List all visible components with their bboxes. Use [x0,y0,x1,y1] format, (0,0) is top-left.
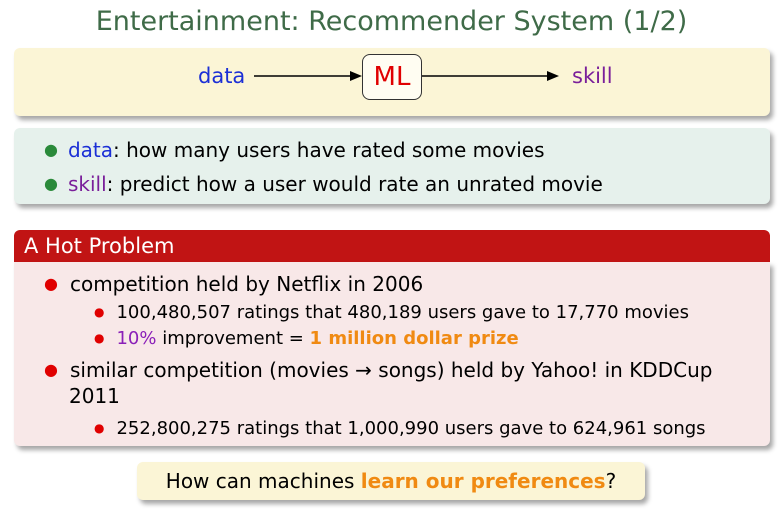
bullet-icon: ● [44,140,58,159]
hot-item-yahoo-year: 2011 [69,384,120,408]
hot-item-netflix: ● competition held by Netflix in 2006 [44,272,423,296]
hot-subitem-text: 252,800,275 ratings that 1,000,990 users… [116,418,706,439]
ml-box: ML [362,54,422,100]
flow-diagram: data ML skill [14,48,770,116]
definition-item-skill: ● skill: predict how a user would rate an… [44,172,603,196]
hot-subitem-netflix-prize: ● 10% improvement = 1 million dollar priz… [94,328,519,349]
definition-text: : how many users have rated some movies [113,138,545,162]
flow-output-label: skill [572,64,613,88]
arrowhead-2 [547,71,559,81]
definition-term: skill [67,172,107,196]
question-highlight: learn our preferences [360,469,606,493]
bullet-icon: ● [44,360,58,379]
hot-subitem-yahoo-ratings: ● 252,800,275 ratings that 1,000,990 user… [94,418,706,439]
definitions-box: ● data: how many users have rated some mo… [14,128,770,204]
prize-text: 1 million dollar prize [309,328,519,349]
hot-subitem-text: 100,480,507 ratings that 480,189 users g… [116,302,689,323]
hot-subitem-netflix-ratings: ● 100,480,507 ratings that 480,189 users … [94,302,689,323]
definition-text: : predict how a user would rate an unrat… [106,172,603,196]
bullet-icon: ● [94,331,105,345]
flow-arrows [254,71,559,81]
flow-input-label: data [198,64,246,88]
arrowhead-1 [350,71,362,81]
hot-problem-body: ● competition held by Netflix in 2006 ● 10… [14,262,770,446]
question-text-end: ? [605,469,617,493]
definition-term: data [67,138,114,162]
question-text-start: How can machines [165,469,361,493]
hot-item-text: similar competition (movies → songs) hel… [69,358,713,382]
bullet-icon: ● [94,305,105,319]
slide-title: Entertainment: Recommender System (1/2) [95,6,688,37]
hot-item-text: competition held by Netflix in 2006 [69,272,424,296]
bullet-icon: ● [44,274,58,293]
improvement-text: improvement = [156,328,310,349]
hot-item-yahoo: ● similar competition (movies → songs) he… [44,358,712,382]
hot-problem-header: A Hot Problem [14,230,770,262]
bullet-icon: ● [44,174,58,193]
improvement-percent: 10% [116,328,157,349]
definition-item-data: ● data: how many users have rated some mo… [44,138,545,162]
question-box: How can machines learn our preferences? [137,462,645,500]
bullet-icon: ● [94,421,105,435]
